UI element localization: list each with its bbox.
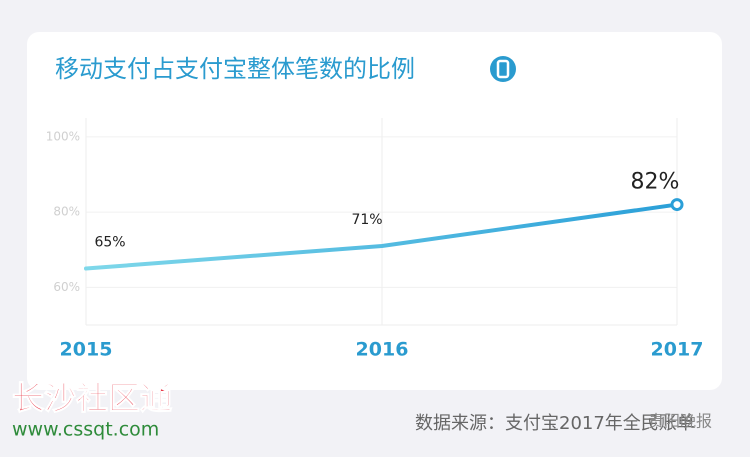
x-tick-label: 2015 (60, 339, 113, 361)
x-tick-label: 2017 (651, 339, 704, 361)
watermark-url: www.cssqt.com (12, 419, 159, 441)
line (84, 202, 679, 271)
y-tick-label: 100% (46, 129, 80, 143)
value-label: 82% (631, 170, 680, 195)
value-label: 65% (94, 235, 125, 251)
y-tick-label: 60% (53, 280, 80, 294)
title-icon (490, 56, 516, 82)
watermark: 长沙社区通 (12, 379, 172, 417)
y-tick-label: 80% (53, 205, 80, 219)
value-label: 71% (351, 212, 382, 228)
card (27, 32, 722, 390)
title-icon-phone (496, 59, 510, 79)
chart-title: 移动支付占支付宝整体笔数的比例 (55, 55, 415, 83)
end-marker (670, 198, 684, 212)
publisher: 贵阳晚报 (648, 412, 712, 431)
source: 数据来源：支付宝2017年全民账单 (415, 413, 695, 434)
x-tick-label: 2016 (356, 339, 409, 361)
